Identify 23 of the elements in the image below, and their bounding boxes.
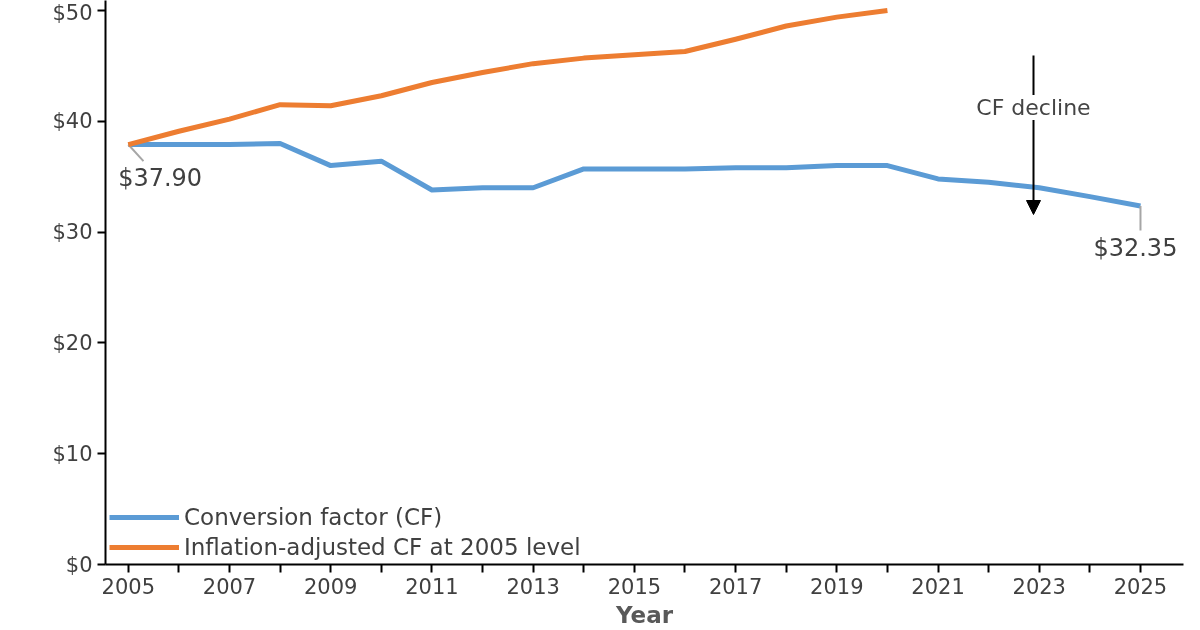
x-tick-label: 2015 <box>607 574 662 599</box>
x-tick-label: 2005 <box>101 574 156 599</box>
y-tick-label: $0 <box>65 552 93 577</box>
x-tick-label: 2025 <box>1113 574 1168 599</box>
data-label: $32.35 <box>1093 233 1178 262</box>
legend-label: Inflation-adjusted CF at 2005 level <box>184 534 581 560</box>
x-tick-label: 2011 <box>405 574 459 599</box>
y-tick-label: $40 <box>52 109 93 134</box>
y-tick-label: $30 <box>52 220 93 245</box>
data-label: $37.90 <box>118 164 203 193</box>
x-tick-label: 2007 <box>202 574 257 599</box>
y-tick-label: $20 <box>52 330 93 355</box>
legend-label: Conversion factor (CF) <box>184 504 443 530</box>
x-tick-label: 2009 <box>303 574 358 599</box>
x-axis-title: Year <box>615 601 674 628</box>
x-tick-label: 2013 <box>506 574 560 599</box>
x-tick-label: 2021 <box>911 574 965 599</box>
y-tick-label: $50 <box>52 0 93 25</box>
annotation: CF decline <box>976 95 1091 120</box>
x-tick-label: 2017 <box>708 574 763 599</box>
x-tick-label: 2023 <box>1012 574 1066 599</box>
x-tick-label: 2019 <box>810 574 864 599</box>
y-tick-label: $10 <box>52 441 93 466</box>
